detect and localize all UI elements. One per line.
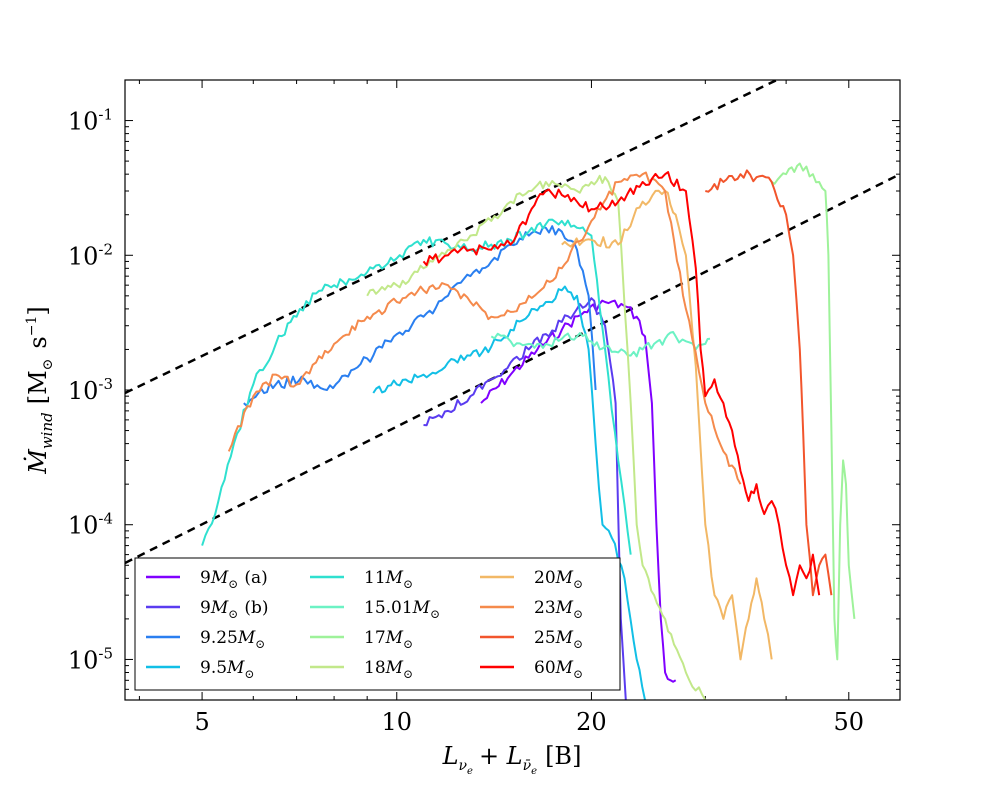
legend-label: 25M⊙ [534, 628, 583, 651]
reference-line-1 [125, 80, 780, 395]
legend-item: 15.01M⊙ [310, 598, 440, 621]
legend-label: 9M⊙ (a) [200, 568, 268, 591]
y-tick-label: 10-1 [68, 106, 113, 136]
series-line-9_25 [243, 225, 597, 407]
legend-item: 11M⊙ [310, 568, 413, 591]
legend-label: 23M⊙ [534, 598, 583, 621]
series-line-9-b [423, 297, 627, 700]
x-tick-label: 20 [576, 708, 607, 736]
legend-item: 9M⊙ (a) [146, 568, 268, 591]
chart-legend: 9M⊙ (a) 9M⊙ (b) 9.25M⊙ 9.5M⊙ 11M⊙ 15.01M⊙ 17M⊙ 18… [134, 557, 621, 691]
series-line-15_01 [490, 331, 711, 358]
series-line-11 [201, 218, 632, 555]
legend-item: 9.5M⊙ [146, 658, 255, 681]
reference-lines [125, 80, 900, 565]
y-tick-labels: 10-5 10-4 10-3 10-2 10-1 [68, 106, 113, 675]
plot-frame [124, 79, 901, 701]
legend-item: 17M⊙ [310, 628, 413, 651]
legend-item: 9.25M⊙ [146, 628, 265, 651]
series-line-25 [705, 169, 833, 597]
series-line-20 [561, 189, 773, 661]
legend-label: 17M⊙ [364, 628, 413, 651]
x-tick-labels: 5 10 20 50 [194, 708, 864, 736]
legend-label: 20M⊙ [534, 568, 583, 591]
x-tick-label: 50 [834, 708, 865, 736]
series-line-60 [422, 171, 821, 597]
legend-item: 20M⊙ [480, 568, 583, 591]
legend-item: 23M⊙ [480, 598, 583, 621]
chart-tick-marks [125, 80, 900, 700]
x-tick-label: 10 [381, 708, 412, 736]
legend-label: 15.01M⊙ [364, 598, 440, 621]
y-tick-label: 10-4 [68, 510, 113, 540]
series-line-9_5 [372, 285, 646, 700]
legend-item: 25M⊙ [480, 628, 583, 651]
reference-line-2 [125, 173, 900, 565]
legend-label: 9.5M⊙ [200, 658, 255, 681]
legend-label: 11M⊙ [364, 568, 413, 591]
y-tick-label: 10-5 [68, 644, 113, 674]
y-axis-label: Ṁwind[M⊙s−1] [23, 306, 56, 475]
x-axis-label: Lνe+ Lν̄e[B] [442, 742, 582, 777]
x-tick-label: 5 [194, 708, 209, 736]
series-line-18 [366, 174, 707, 700]
legend-item: 18M⊙ [310, 658, 413, 681]
legend-label: 60M⊙ [534, 658, 583, 681]
y-tick-label: 10-3 [68, 375, 113, 405]
y-tick-label: 10-2 [68, 240, 113, 270]
legend-label: 18M⊙ [364, 658, 413, 681]
series-line-23 [227, 171, 742, 485]
legend-label: 9M⊙ (b) [200, 598, 268, 621]
legend-label: 9.25M⊙ [200, 628, 265, 651]
series-line-17 [771, 162, 856, 661]
series-layer [201, 162, 856, 700]
legend-item: 9M⊙ (b) [146, 598, 268, 621]
legend-item: 60M⊙ [480, 658, 583, 681]
legend-box [134, 557, 621, 691]
